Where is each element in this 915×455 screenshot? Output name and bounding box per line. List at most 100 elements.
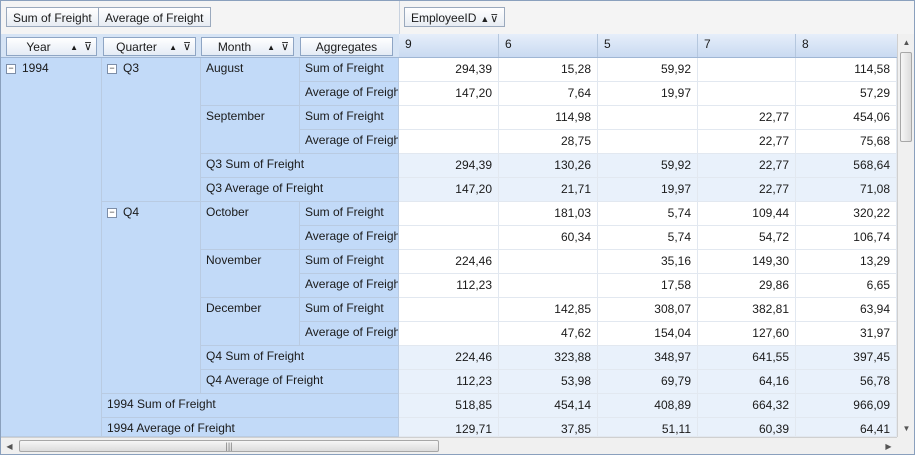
value-cell[interactable] [499,250,598,274]
row-header-aggregate[interactable]: Average of Freight [300,274,399,298]
value-cell[interactable]: 518,85 [399,394,499,418]
scroll-left-icon[interactable]: ◀ [6,442,13,451]
value-cell[interactable]: 51,11 [598,418,698,437]
value-cell[interactable]: 56,78 [796,370,897,394]
value-cell[interactable] [499,274,598,298]
employeeid-column-field[interactable]: EmployeeID ▲⊽ [404,7,506,27]
value-cell[interactable]: 15,28 [499,58,598,82]
vertical-scrollbar[interactable]: ▲ ▼ [897,34,914,437]
value-cell[interactable]: 142,85 [499,298,598,322]
value-cell[interactable]: 114,98 [499,106,598,130]
row-header-aggregate[interactable]: Sum of Freight [300,106,399,130]
value-cell[interactable]: 6,65 [796,274,897,298]
value-cell[interactable]: 75,68 [796,130,897,154]
value-cell[interactable]: 397,45 [796,346,897,370]
value-cell[interactable]: 641,55 [698,346,796,370]
value-cell[interactable]: 294,39 [399,58,499,82]
value-cell[interactable]: 63,94 [796,298,897,322]
value-cell[interactable]: 35,16 [598,250,698,274]
value-cell[interactable]: 22,77 [698,130,796,154]
value-cell[interactable] [698,82,796,106]
row-header-month[interactable]: October [201,202,300,250]
scroll-down-icon[interactable]: ▼ [902,424,911,433]
quarter-row-field[interactable]: Quarter ▲ ⊽ [103,37,196,56]
value-cell[interactable]: 28,75 [499,130,598,154]
value-cell[interactable]: 19,97 [598,178,698,202]
value-cell[interactable]: 154,04 [598,322,698,346]
value-cell[interactable]: 149,30 [698,250,796,274]
value-cell[interactable]: 224,46 [399,346,499,370]
row-header-year[interactable]: −1994 [1,58,102,437]
value-cell[interactable]: 114,58 [796,58,897,82]
value-cell[interactable] [399,106,499,130]
value-cell[interactable]: 22,77 [698,154,796,178]
value-cell[interactable]: 382,81 [698,298,796,322]
row-header-aggregate[interactable]: Sum of Freight [300,202,399,226]
row-header-total[interactable]: Q4 Sum of Freight [201,346,399,370]
value-cell[interactable]: 966,09 [796,394,897,418]
value-cell[interactable]: 106,74 [796,226,897,250]
value-cell[interactable]: 5,74 [598,226,698,250]
row-header-aggregate[interactable]: Average of Freight [300,226,399,250]
column-header-employee[interactable]: 6 [499,34,598,57]
row-header-total[interactable]: Q3 Average of Freight [201,178,399,202]
collapse-icon[interactable]: − [6,63,16,74]
value-cell[interactable]: 323,88 [499,346,598,370]
row-header-month[interactable]: November [201,250,300,298]
value-cell[interactable]: 5,74 [598,202,698,226]
value-cell[interactable] [598,130,698,154]
value-cell[interactable]: 112,23 [399,274,499,298]
scroll-right-icon[interactable]: ▶ [885,442,892,451]
scroll-up-icon[interactable]: ▲ [902,38,911,47]
row-header-total[interactable]: Q4 Average of Freight [201,370,399,394]
value-cell[interactable] [399,298,499,322]
average-of-freight-field[interactable]: Average of Freight [98,7,211,27]
value-cell[interactable]: 320,22 [796,202,897,226]
value-cell[interactable]: 21,71 [499,178,598,202]
value-cell[interactable]: 19,97 [598,82,698,106]
row-header-aggregate[interactable]: Average of Freight [300,322,399,346]
value-cell[interactable]: 22,77 [698,178,796,202]
row-header-total[interactable]: Q3 Sum of Freight [201,154,399,178]
row-header-aggregate[interactable]: Average of Freight [300,130,399,154]
collapse-icon[interactable]: − [107,207,117,218]
scroll-thumb[interactable]: ||| [19,440,439,452]
value-cell[interactable]: 112,23 [399,370,499,394]
value-cell[interactable]: 664,32 [698,394,796,418]
value-cell[interactable]: 13,29 [796,250,897,274]
collapse-icon[interactable]: − [107,63,117,74]
funnel-icon[interactable]: ⊽ [83,41,92,53]
value-cell[interactable]: 64,16 [698,370,796,394]
value-cell[interactable] [698,58,796,82]
horizontal-scrollbar[interactable]: ◀ ||| ▶ [1,437,897,454]
value-cell[interactable]: 129,71 [399,418,499,437]
value-cell[interactable]: 130,26 [499,154,598,178]
value-cell[interactable]: 454,06 [796,106,897,130]
value-cell[interactable]: 147,20 [399,178,499,202]
sum-of-freight-field[interactable]: Sum of Freight [6,7,99,27]
scroll-thumb[interactable] [900,52,912,142]
column-header-employee[interactable]: 8 [796,34,897,57]
value-cell[interactable]: 64,41 [796,418,897,437]
row-header-month[interactable]: December [201,298,300,346]
value-cell[interactable]: 71,08 [796,178,897,202]
value-cell[interactable] [399,202,499,226]
value-cell[interactable]: 294,39 [399,154,499,178]
row-header-month[interactable]: August [201,58,300,106]
value-cell[interactable]: 53,98 [499,370,598,394]
row-header-aggregate[interactable]: Average of Freight [300,82,399,106]
month-row-field[interactable]: Month ▲ ⊽ [201,37,294,56]
column-header-employee[interactable]: 9 [399,34,499,57]
row-header-quarter[interactable]: − Q4 [102,202,201,394]
value-cell[interactable]: 17,58 [598,274,698,298]
value-cell[interactable]: 60,34 [499,226,598,250]
value-cell[interactable]: 59,92 [598,154,698,178]
value-cell[interactable]: 7,64 [499,82,598,106]
value-cell[interactable] [399,322,499,346]
value-cell[interactable]: 408,89 [598,394,698,418]
value-cell[interactable]: 224,46 [399,250,499,274]
value-cell[interactable]: 29,86 [698,274,796,298]
row-header-quarter[interactable]: − Q3 [102,58,201,202]
value-cell[interactable]: 37,85 [499,418,598,437]
value-cell[interactable] [399,226,499,250]
